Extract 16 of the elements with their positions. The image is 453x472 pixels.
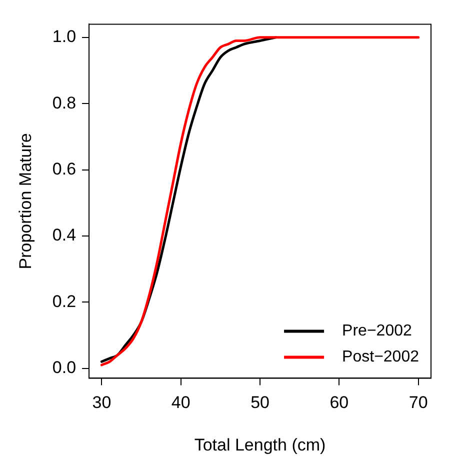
y-tick-label: 0.2 [52,292,76,311]
legend-label: Post−2002 [342,348,420,366]
y-tick-label: 0.0 [52,358,76,377]
x-tick-label: 70 [408,393,428,412]
y-tick-label: 0.4 [52,226,76,245]
y-tick-label: 1.0 [52,27,76,46]
y-tick-label: 0.8 [52,93,76,112]
y-axis-title: Proportion Mature [16,133,35,270]
x-tick-label: 60 [330,393,349,412]
x-axis-title: Total Length (cm) [194,435,326,454]
legend-label: Pre−2002 [342,322,412,340]
x-tick-label: 40 [171,393,190,412]
line-series [100,36,420,366]
x-tick-label: 30 [92,393,112,412]
x-tick-label: 50 [250,393,270,412]
y-tick-label: 0.6 [52,159,76,178]
